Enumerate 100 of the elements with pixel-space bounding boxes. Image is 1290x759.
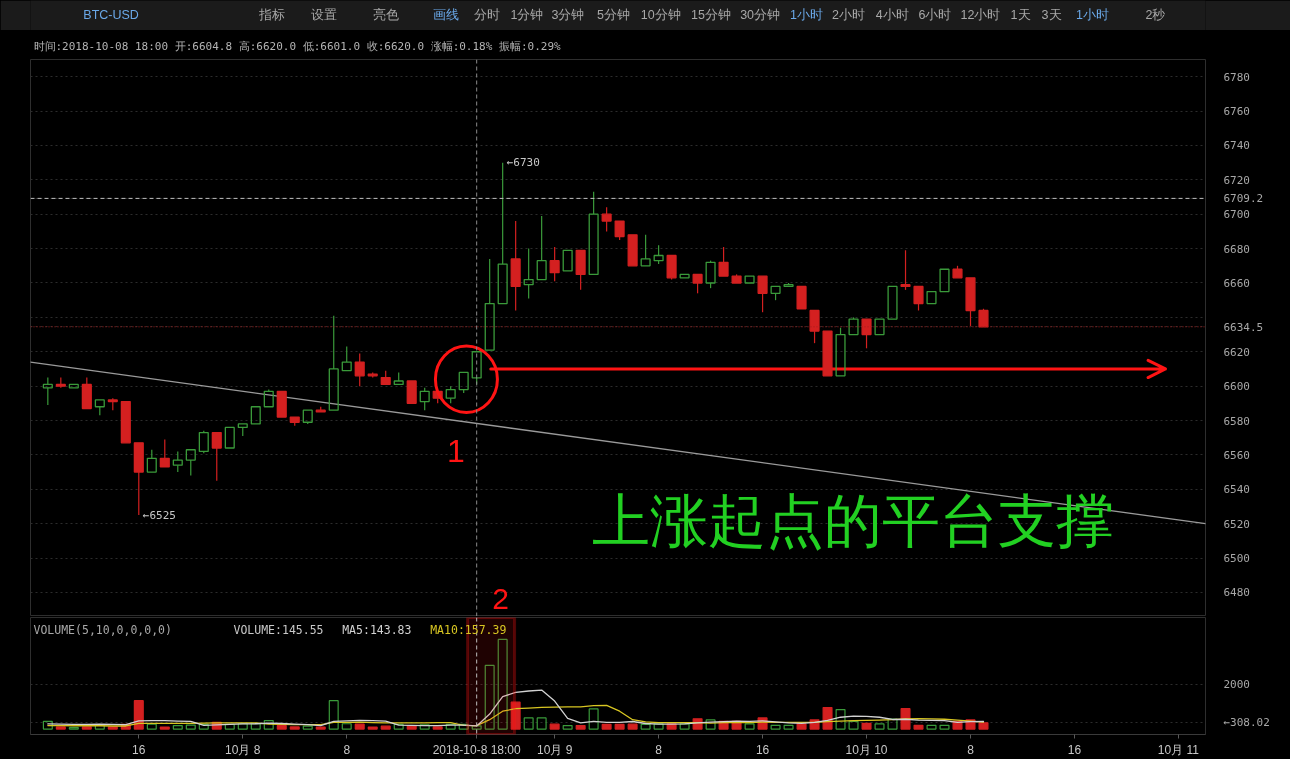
bar — [835, 709, 846, 730]
x-tick-label: 16 — [1067, 742, 1082, 757]
bar — [705, 719, 716, 730]
bar — [744, 723, 755, 730]
y-tick-label: 6480 — [1223, 586, 1250, 600]
chart-subtitle: 时间:2018-10-08 18:00 开:6604.8 高:6620.0 低:6601.0 收:6620.0 涨幅:0.18% 振幅:0.29% — [33, 39, 562, 53]
text: 2秒 — [1145, 7, 1166, 22]
text: 指标 — [257, 7, 285, 22]
annotation: ←6730 — [506, 156, 540, 170]
text: 6小时 — [918, 7, 952, 22]
x-tick-label: 2018-10-8 18:00 — [432, 742, 522, 757]
bar — [341, 723, 352, 730]
text: 1小时 — [1076, 7, 1110, 22]
bar — [354, 723, 365, 730]
bar — [640, 723, 651, 730]
bar — [783, 724, 794, 730]
bar — [276, 724, 287, 730]
y-tick-label: 6600 — [1223, 380, 1250, 394]
bar — [887, 718, 898, 730]
text: 5分钟 — [596, 7, 630, 22]
text: 30分钟 — [740, 7, 781, 22]
bar — [367, 726, 378, 730]
bar — [159, 726, 170, 730]
y-tick-label: 6520 — [1223, 517, 1250, 531]
x-tick-label: 10月 11 — [1157, 742, 1200, 757]
text: 4小时 — [875, 7, 909, 22]
y-tick-label: 6540 — [1223, 483, 1250, 497]
y-tick-label: ←308.02 — [1223, 715, 1270, 729]
x-tick-label: 10月 10 — [845, 742, 888, 757]
bar — [302, 725, 313, 730]
bar — [536, 717, 547, 730]
bar — [68, 726, 79, 730]
text: MA5:143.83 — [342, 622, 412, 637]
bar — [393, 723, 404, 730]
bar — [510, 701, 521, 730]
y-tick-label: 2000 — [1223, 677, 1250, 691]
y-tick-label: 6709.2 — [1223, 192, 1264, 206]
x-tick-label: 8 — [655, 742, 663, 757]
bar — [146, 723, 157, 730]
text: 3天 — [1041, 7, 1062, 22]
bar — [861, 722, 872, 730]
text: 15分钟 — [690, 7, 731, 22]
text: 1小时 — [790, 7, 824, 22]
text: 12小时 — [960, 7, 1001, 22]
annotation: VOLUME:145.55 — [233, 622, 324, 637]
text: MA10:157.39 — [430, 622, 507, 637]
bar — [458, 723, 469, 730]
bar — [445, 723, 456, 730]
bar — [133, 700, 144, 730]
bar — [796, 723, 807, 730]
text: 10分钟 — [640, 7, 681, 22]
bar — [315, 726, 326, 730]
bar — [653, 723, 664, 730]
text: BTC-USD — [83, 7, 139, 22]
y-tick-label: 6660 — [1223, 276, 1250, 290]
text: 设置 — [310, 7, 337, 22]
bar — [198, 723, 209, 730]
bar — [497, 638, 508, 730]
y-tick-label: 6500 — [1223, 552, 1250, 566]
bar — [263, 720, 274, 730]
bar — [42, 720, 53, 730]
y-tick-label: 6634.5 — [1223, 320, 1264, 334]
bar — [380, 725, 391, 730]
bar — [419, 724, 430, 730]
text: 画线 — [432, 7, 459, 22]
y-tick-label: 6760 — [1223, 105, 1250, 119]
bar — [614, 723, 625, 730]
bar — [562, 724, 573, 730]
text: 3分钟 — [551, 7, 585, 22]
candlestick — [510, 220, 521, 312]
bar — [913, 724, 924, 730]
bar — [978, 722, 989, 730]
y-tick-label: 6560 — [1223, 448, 1250, 462]
bar — [939, 724, 950, 730]
bar — [588, 708, 599, 730]
text: 1分钟 — [510, 7, 544, 22]
bar — [627, 723, 638, 730]
y-tick-label: 6680 — [1223, 242, 1250, 256]
line-series — [47, 689, 985, 727]
bar — [328, 700, 339, 730]
text: 1天 — [1010, 7, 1031, 22]
y-tick-label: 6780 — [1223, 70, 1250, 84]
x-tick-label: 16 — [755, 742, 770, 757]
bar — [770, 724, 781, 730]
bar — [484, 664, 495, 730]
annotation: ←6525 — [142, 508, 176, 522]
text: 亮色 — [372, 6, 399, 22]
bar — [172, 724, 183, 730]
text: 2小时 — [831, 7, 865, 22]
bar — [848, 720, 859, 730]
bar — [926, 724, 937, 730]
bar — [185, 724, 196, 730]
bar — [549, 723, 560, 730]
text: 分时 — [473, 7, 500, 22]
annotation: 上涨起点的平台支撑 — [592, 488, 1114, 554]
line-series — [47, 704, 985, 727]
bar — [81, 726, 92, 730]
y-tick-label: 6620 — [1223, 345, 1250, 359]
y-tick-label: 6720 — [1223, 173, 1250, 187]
bar — [471, 725, 482, 730]
